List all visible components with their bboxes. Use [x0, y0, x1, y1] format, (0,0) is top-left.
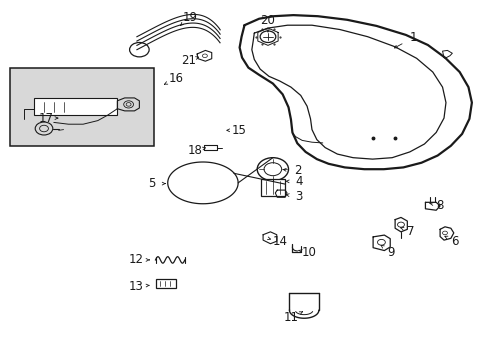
- Text: 20: 20: [260, 14, 275, 27]
- Text: 18: 18: [187, 144, 202, 157]
- Text: 9: 9: [386, 246, 394, 259]
- Text: 17: 17: [39, 112, 54, 125]
- Text: 19: 19: [182, 11, 197, 24]
- Text: 16: 16: [168, 72, 183, 85]
- Text: 14: 14: [272, 235, 286, 248]
- Text: 12: 12: [128, 253, 143, 266]
- Text: 3: 3: [295, 190, 303, 203]
- Text: 4: 4: [295, 175, 303, 188]
- Text: 15: 15: [231, 124, 245, 137]
- Text: 21: 21: [181, 54, 195, 67]
- Text: 7: 7: [406, 225, 414, 238]
- Text: 11: 11: [283, 311, 298, 324]
- Bar: [34, 98, 117, 115]
- Text: 1: 1: [408, 31, 416, 44]
- Text: 8: 8: [435, 199, 443, 212]
- Text: 5: 5: [147, 177, 155, 190]
- Bar: [155, 279, 176, 288]
- Text: 2: 2: [294, 165, 302, 177]
- Bar: [10, 68, 154, 146]
- Text: 13: 13: [128, 280, 143, 293]
- Text: 6: 6: [450, 235, 458, 248]
- Text: 10: 10: [301, 246, 316, 259]
- Bar: [260, 179, 285, 196]
